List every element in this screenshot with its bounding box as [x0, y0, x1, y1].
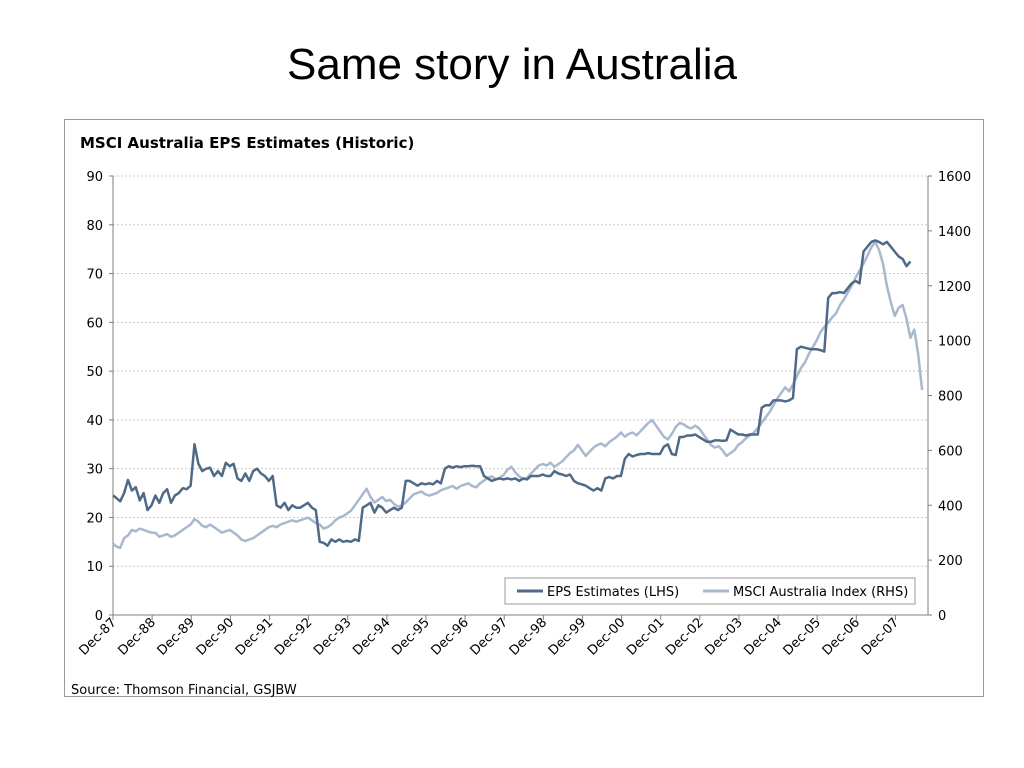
legend-label: EPS Estimates (LHS) — [547, 585, 679, 600]
x-tick-label: Dec-89 — [155, 615, 198, 658]
index-series-line — [112, 240, 924, 550]
legend-label: MSCI Australia Index (RHS) — [733, 585, 908, 600]
y-left-tick-label: 0 — [95, 609, 103, 624]
y-left-tick-label: 90 — [86, 170, 103, 185]
x-tick-label: Dec-97 — [468, 615, 511, 658]
y-right-tick-label: 0 — [938, 609, 946, 624]
y-left-tick-label: 50 — [86, 365, 103, 380]
y-right-tick-label: 1600 — [938, 170, 971, 185]
y-left-tick-label: 70 — [86, 268, 103, 283]
x-tick-label: Dec-01 — [624, 615, 667, 658]
y-right-tick-label: 1200 — [938, 280, 971, 295]
y-left-tick-label: 20 — [86, 511, 103, 526]
chart-title: MSCI Australia EPS Estimates (Historic) — [80, 134, 415, 152]
x-tick-label: Dec-07 — [859, 615, 902, 658]
x-tick-label: Dec-92 — [272, 615, 315, 658]
x-tick-label: Dec-96 — [429, 615, 472, 658]
y-left-tick-label: 40 — [86, 414, 103, 429]
line-chart: 0 10 20 30 40 50 60 70 80 90 0 200 400 600 800 1000 1200… — [76, 170, 971, 659]
x-tick-label: Dec-04 — [741, 615, 784, 658]
x-tick-label: Dec-94 — [350, 615, 393, 658]
x-tick-label: Dec-91 — [233, 615, 276, 658]
slide-title: Same story in Australia — [287, 40, 737, 89]
eps-series-line — [112, 239, 912, 547]
x-tick-label: Dec-93 — [311, 615, 354, 658]
x-tick-label: Dec-95 — [389, 615, 432, 658]
chart-frame: MSCI Australia EPS Estimates (Historic) … — [64, 119, 984, 698]
y-left-tick-label: 60 — [86, 316, 103, 331]
series — [112, 239, 924, 550]
x-tick-label: Dec-99 — [546, 615, 589, 658]
y-right-tick-label: 1000 — [938, 335, 971, 350]
source-note: Source: Thomson Financial, GSJBW — [71, 683, 297, 698]
x-tick-label: Dec-06 — [820, 615, 863, 658]
x-tick-label: Dec-02 — [663, 615, 706, 658]
gridlines — [113, 175, 928, 567]
y-left-tick-label: 80 — [86, 219, 103, 234]
legend: EPS Estimates (LHS) MSCI Australia Index … — [504, 577, 916, 605]
y-left-tick-label: 10 — [86, 560, 103, 575]
y-right-tick-label: 800 — [938, 390, 963, 405]
y-right-tick-label: 400 — [938, 499, 963, 514]
x-tick-label: Dec-05 — [781, 615, 824, 658]
legend-box — [504, 577, 916, 605]
y-right-tick-label: 1400 — [938, 225, 971, 240]
x-tick-label: Dec-03 — [702, 615, 745, 658]
x-tick-label: Dec-98 — [507, 615, 550, 658]
x-tick-label: Dec-90 — [194, 615, 237, 658]
x-tick-label: Dec-88 — [116, 615, 159, 658]
y-right-tick-label: 200 — [938, 554, 963, 569]
y-right-tick-label: 600 — [938, 444, 963, 459]
y-left-tick-label: 30 — [86, 463, 103, 478]
x-tick-label: Dec-00 — [585, 615, 628, 658]
